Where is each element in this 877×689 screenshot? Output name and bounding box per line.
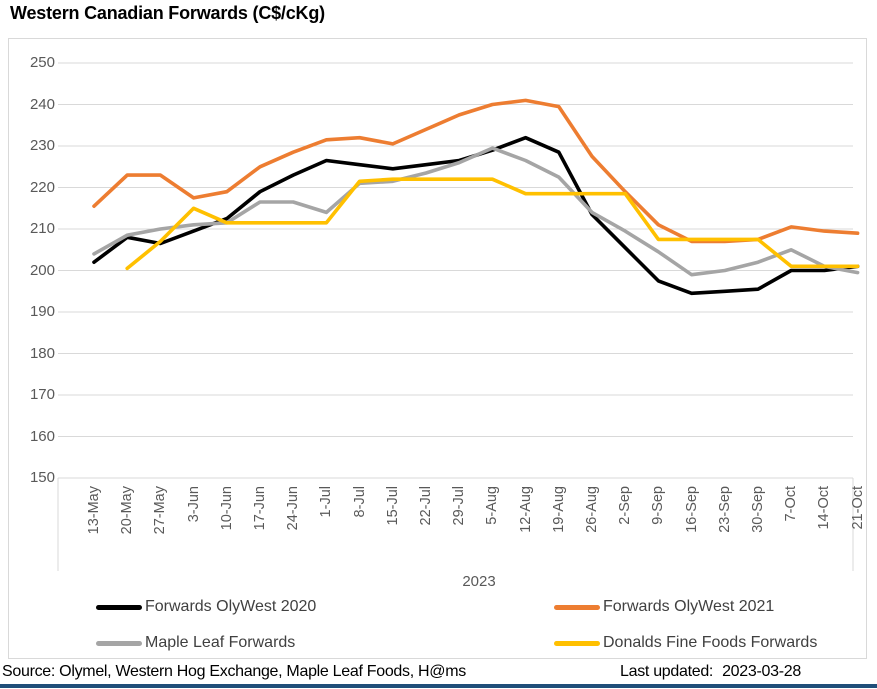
- x-axis-label-20-may: 20-May: [119, 486, 136, 535]
- x-axis-label-15-jul: 15-Jul: [384, 486, 401, 526]
- y-axis-label-240: 240: [29, 95, 55, 113]
- legend-item-donalds-fine-foods-forwards: Donalds Fine Foods Forwards: [554, 634, 817, 652]
- year-label: 2023: [462, 573, 496, 590]
- y-axis-label-210: 210: [29, 220, 55, 237]
- x-axis-label-13-may: 13-May: [86, 486, 102, 535]
- x-axis-label-9-sep: 9-Sep: [650, 486, 667, 525]
- x-axis-label-8-jul: 8-Jul: [351, 486, 368, 518]
- legend-item-forwards-olywest-2020: Forwards OlyWest 2020: [96, 598, 316, 616]
- x-axis-label-10-jun: 10-Jun: [218, 486, 235, 531]
- last-updated-label: Last updated:: [620, 663, 714, 680]
- chart-area: 250 240 230 220 210 200 190 180 170 160 150 13-May…: [8, 38, 867, 659]
- legend-swatch-maple-leaf-forwards: [96, 640, 142, 646]
- x-axis-label-27-may: 27-May: [152, 486, 169, 535]
- legend-swatch-forwards-olywest-2021: [554, 604, 600, 610]
- x-axis-label-17-jun: 17-Jun: [252, 486, 268, 531]
- x-axis-label-14-oct: 14-Oct: [816, 486, 833, 530]
- y-axis-label-150: 150: [29, 469, 55, 486]
- x-axis-label-7-oct: 7-Oct: [783, 486, 800, 522]
- legend-label: Forwards OlyWest 2020: [145, 598, 317, 615]
- legend-label: Maple Leaf Forwards: [145, 634, 296, 651]
- legend-swatch-donalds-fine-foods-forwards: [554, 640, 600, 646]
- legend-item-forwards-olywest-2021: Forwards OlyWest 2021: [554, 598, 774, 616]
- x-axis-label-24-jun: 24-Jun: [285, 486, 302, 531]
- x-axis-label-3-jun: 3-Jun: [185, 486, 202, 523]
- y-axis-label-230: 230: [29, 137, 55, 154]
- source-text: Source: Olymel, Western Hog Exchange, Ma…: [2, 663, 466, 680]
- x-axis-label-5-aug: 5-Aug: [484, 486, 501, 525]
- x-axis-label-12-aug: 12-Aug: [517, 486, 534, 533]
- x-axis-label-21-oct: 21-Oct: [849, 486, 866, 530]
- y-axis-label-180: 180: [29, 344, 55, 362]
- y-axis-label-160: 160: [29, 427, 55, 445]
- line-chart: [57, 62, 860, 571]
- series-maple-leaf-forwards: [92, 146, 860, 277]
- x-axis-label-26-aug: 26-Aug: [584, 486, 600, 533]
- series-donalds-fine-foods-forwards: [125, 177, 860, 271]
- legend-swatch-forwards-olywest-2020: [96, 604, 142, 610]
- x-axis-label-29-jul: 29-Jul: [451, 486, 468, 526]
- last-updated-value: 2023-03-28: [722, 663, 801, 680]
- y-axis-label-250: 250: [29, 54, 55, 71]
- y-axis-label-220: 220: [29, 178, 55, 196]
- page-title: Western Canadian Forwards (C$/cKg): [10, 3, 325, 23]
- y-axis-label-190: 190: [29, 303, 55, 320]
- x-axis-label-23-sep: 23-Sep: [716, 486, 733, 533]
- legend-label: Forwards OlyWest 2021: [603, 598, 775, 615]
- last-updated-text: Last updated: 2023-03-28: [620, 663, 801, 681]
- x-axis-label-2-sep: 2-Sep: [617, 486, 634, 525]
- x-axis-label-1-jul: 1-Jul: [318, 486, 335, 518]
- x-axis-label-30-sep: 30-Sep: [750, 486, 766, 533]
- y-axis-label-200: 200: [29, 261, 55, 279]
- footer-rule: [0, 684, 877, 688]
- x-axis-label-22-jul: 22-Jul: [418, 486, 434, 526]
- x-axis-label-19-aug: 19-Aug: [550, 486, 567, 533]
- legend-item-maple-leaf-forwards: Maple Leaf Forwards: [96, 634, 295, 652]
- x-axis-label-16-sep: 16-Sep: [683, 486, 700, 533]
- y-axis-label-170: 170: [29, 386, 55, 403]
- legend-label: Donalds Fine Foods Forwards: [603, 634, 818, 651]
- series-forwards-olywest-2021: [92, 98, 860, 244]
